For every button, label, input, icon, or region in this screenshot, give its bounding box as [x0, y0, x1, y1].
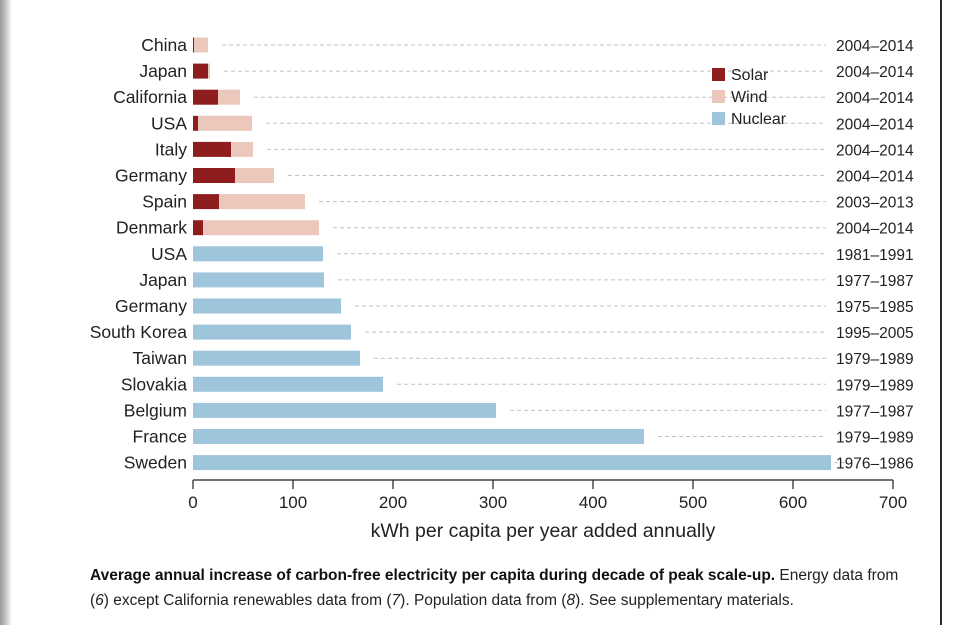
- category-label: Japan: [139, 61, 187, 81]
- bar-nuclear: [193, 350, 360, 366]
- period-label: 1976–1986: [836, 456, 914, 473]
- period-label: 2004–2014: [836, 90, 914, 107]
- x-tick-label: 400: [579, 493, 607, 512]
- x-tick-label: 600: [779, 493, 807, 512]
- x-tick-label: 100: [279, 493, 307, 512]
- period-label: 1981–1991: [836, 247, 914, 264]
- bar-nuclear: [193, 402, 496, 418]
- page-shadow-edge: [0, 0, 12, 625]
- legend-swatch-wind: [712, 90, 725, 103]
- legend-label-wind: Wind: [731, 89, 767, 106]
- page-right-rule: [940, 0, 942, 625]
- x-tick-label: 0: [188, 493, 197, 512]
- period-label: 1977–1987: [836, 403, 914, 420]
- bar-wind: [219, 194, 305, 210]
- caption-ref-2: 7: [391, 592, 401, 609]
- period-label: 1979–1989: [836, 351, 914, 368]
- legend-label-solar: Solar: [731, 67, 769, 84]
- period-label: 1977–1987: [836, 273, 914, 290]
- category-label: Italy: [155, 139, 187, 159]
- period-label: 2003–2013: [836, 195, 914, 212]
- caption-text-1: Energy data from (: [90, 567, 899, 609]
- category-label: California: [113, 87, 187, 107]
- bar-nuclear: [193, 272, 324, 288]
- bar-nuclear: [193, 324, 351, 340]
- caption-ref-3: 8: [566, 592, 576, 609]
- bar-wind: [218, 89, 240, 105]
- caption-text-4: ). See supplementary materials.: [575, 592, 794, 609]
- bar-nuclear: [193, 376, 383, 392]
- period-label: 2004–2014: [836, 169, 914, 186]
- legend-swatch-solar: [712, 68, 725, 81]
- period-label: 1975–1985: [836, 299, 914, 316]
- category-label: China: [141, 35, 187, 55]
- caption-text-3: ). Population data from (: [400, 592, 567, 609]
- bar-wind: [198, 115, 252, 131]
- category-label: South Korea: [90, 322, 188, 342]
- caption-title: Average annual increase of carbon-free e…: [90, 567, 776, 584]
- bar-wind: [208, 63, 210, 79]
- caption-ref-1: 6: [95, 592, 104, 609]
- x-tick-label: 700: [879, 493, 907, 512]
- x-tick-label: 300: [479, 493, 507, 512]
- bar-wind: [235, 168, 274, 183]
- caption-text-2: ) except California renewables data from…: [103, 592, 392, 609]
- period-label: 2004–2014: [836, 221, 914, 238]
- period-label: 1979–1989: [836, 430, 914, 447]
- legend-label-nuclear: Nuclear: [731, 111, 787, 128]
- bar-solar: [193, 220, 203, 236]
- category-label: Spain: [142, 192, 187, 212]
- bar-wind: [231, 141, 253, 157]
- category-label: Denmark: [116, 218, 187, 238]
- category-label: France: [133, 427, 187, 447]
- x-tick-label: 200: [379, 493, 407, 512]
- category-label: Sweden: [124, 453, 187, 473]
- period-label: 2004–2014: [836, 38, 914, 55]
- bar-solar: [193, 89, 218, 105]
- bar-wind: [203, 220, 319, 236]
- bar-nuclear: [193, 455, 831, 471]
- bar-wind: [194, 37, 208, 53]
- bar-solar: [193, 141, 231, 157]
- period-label: 2004–2014: [836, 116, 914, 133]
- figure-caption: Average annual increase of carbon-free e…: [90, 563, 910, 613]
- bar-solar: [193, 63, 208, 79]
- category-label: Taiwan: [133, 348, 187, 368]
- period-label: 1979–1989: [836, 377, 914, 394]
- category-label: USA: [151, 244, 187, 264]
- bar-nuclear: [193, 298, 341, 314]
- category-label: Slovakia: [121, 374, 187, 394]
- period-label: 2004–2014: [836, 64, 914, 81]
- category-label: Germany: [115, 166, 187, 186]
- x-tick-label: 500: [679, 493, 707, 512]
- category-label: Belgium: [124, 400, 187, 420]
- period-label: 2004–2014: [836, 142, 914, 159]
- category-label: Japan: [139, 270, 187, 290]
- bar-solar: [193, 115, 198, 131]
- bar-nuclear: [193, 429, 644, 444]
- bar-solar: [193, 37, 194, 53]
- bar-chart: China 2004–2014 Japan 2004–2014 California 20…: [90, 35, 914, 542]
- bar-solar: [193, 194, 219, 210]
- category-label: Germany: [115, 296, 187, 316]
- x-axis-title: kWh per capita per year added annually: [371, 520, 716, 542]
- category-label: USA: [151, 113, 187, 133]
- period-label: 1995–2005: [836, 325, 914, 342]
- bar-solar: [193, 168, 235, 183]
- legend-swatch-nuclear: [712, 112, 725, 125]
- bar-nuclear: [193, 246, 323, 262]
